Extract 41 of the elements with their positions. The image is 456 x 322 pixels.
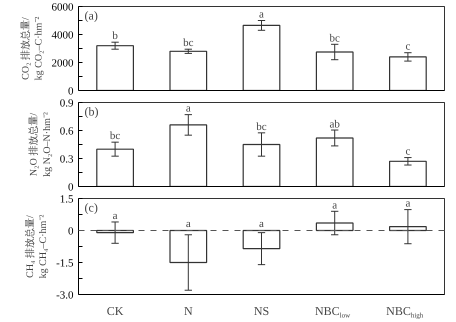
y-tick-label: 4000 xyxy=(52,30,74,42)
annotation: (b) xyxy=(84,104,98,118)
annotation: a xyxy=(332,199,338,212)
x-tick-label: N xyxy=(184,304,193,318)
annotation: a xyxy=(112,210,118,222)
y-tick-label: 0 xyxy=(68,226,74,238)
bar xyxy=(96,45,134,90)
annotation: c xyxy=(405,40,410,53)
y-tick-label: 1.5 xyxy=(60,194,74,206)
y-tick-label: 0.9 xyxy=(60,98,74,110)
annotation: a xyxy=(405,198,410,210)
bar xyxy=(242,24,280,90)
annotation: bc xyxy=(256,120,267,133)
y-axis-title: N₂O 排放总量/ kg N₂O–N·hm⁻² xyxy=(28,112,53,177)
y-tick-label: 6000 xyxy=(52,2,74,14)
annotation: (c) xyxy=(84,200,98,214)
y-tick-label: -1.5 xyxy=(56,258,74,270)
annotation: bc xyxy=(110,130,120,142)
bar xyxy=(389,160,427,186)
annotation: a xyxy=(186,218,191,230)
annotation: b xyxy=(112,30,118,42)
x-tick-label: NS xyxy=(254,304,270,318)
y-tick-label: 0.6 xyxy=(60,126,74,138)
annotation: (a) xyxy=(84,8,98,22)
bar xyxy=(169,50,208,90)
annotation: bc xyxy=(183,37,194,50)
annotation: bc xyxy=(330,32,340,44)
y-tick-label: 0 xyxy=(68,182,74,194)
annotation: a xyxy=(186,102,191,115)
x-tick-label: CK xyxy=(106,304,124,318)
y-tick-label: 0.3 xyxy=(60,154,74,166)
y-tick-label: 2000 xyxy=(52,58,74,70)
annotation: a xyxy=(259,218,264,230)
y-axis-title: CH₄ 排放总量/ kg CH₄–C·hm⁻² xyxy=(24,214,50,278)
y-tick-label: -3.0 xyxy=(56,290,74,302)
annotation: a xyxy=(259,8,264,20)
bar xyxy=(389,56,427,90)
y-tick-label: 0 xyxy=(68,86,74,98)
y-axis-title: CO₂ 排放总量/ kg CO₂–C·hm⁻² xyxy=(19,16,44,80)
annotation: c xyxy=(405,146,410,158)
annotation: ab xyxy=(330,118,340,130)
